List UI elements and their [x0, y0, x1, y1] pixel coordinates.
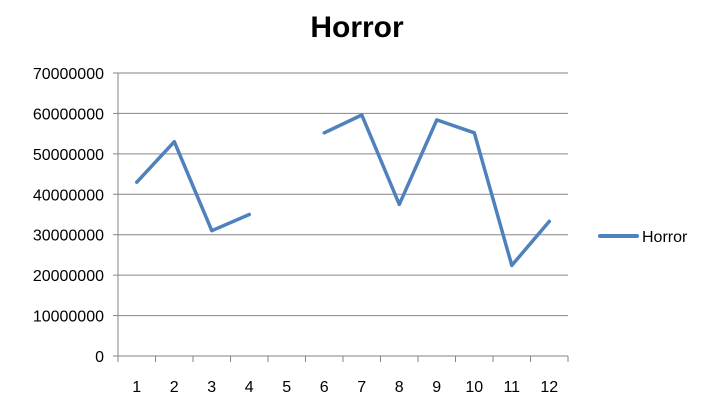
y-tick-label: 60000000 [33, 106, 104, 123]
y-tick-label: 20000000 [33, 268, 104, 285]
x-tick-label: 4 [245, 379, 254, 396]
data-point [435, 118, 439, 122]
data-point [360, 113, 364, 117]
x-tick-label: 2 [170, 379, 179, 396]
data-point [172, 140, 176, 144]
data-point [472, 131, 476, 135]
y-tick-label: 50000000 [33, 147, 104, 164]
x-tick-label: 9 [432, 379, 441, 396]
x-tick-label: 12 [540, 379, 558, 396]
y-axis-tick-labels: 0 10000000 20000000 30000000 40000000 5000000… [33, 66, 104, 366]
data-point [210, 229, 214, 233]
legend: Horror [598, 229, 688, 246]
x-tick-label: 8 [395, 379, 404, 396]
data-point [247, 213, 251, 216]
data-point [510, 263, 514, 267]
data-point [397, 202, 401, 206]
gridlines [118, 72, 568, 317]
chart-title: Horror [310, 11, 404, 44]
x-tick-label: 11 [503, 379, 520, 396]
data-point [135, 180, 139, 184]
series-line-horror [135, 139, 252, 233]
y-tick-label: 10000000 [33, 309, 104, 326]
data-point [547, 219, 551, 223]
x-tick-label: 10 [465, 379, 483, 396]
legend-label-horror: Horror [642, 229, 688, 246]
x-tick-label: 6 [320, 379, 329, 396]
x-axis-tick-labels: 1 2 3 4 5 6 7 8 9 10 11 12 [132, 379, 558, 396]
y-tick-label: 30000000 [33, 228, 104, 245]
x-tick-label: 3 [207, 379, 216, 396]
x-tick-label: 5 [282, 379, 291, 396]
y-tick-label: 40000000 [33, 187, 104, 204]
x-tick-label: 1 [132, 379, 141, 396]
x-tick-label: 7 [357, 379, 366, 396]
axes [113, 72, 569, 362]
y-tick-label: 0 [95, 349, 104, 366]
y-tick-label: 70000000 [33, 66, 104, 83]
data-point [322, 131, 326, 135]
series-line-horror [322, 113, 552, 268]
series-lines [135, 113, 552, 268]
